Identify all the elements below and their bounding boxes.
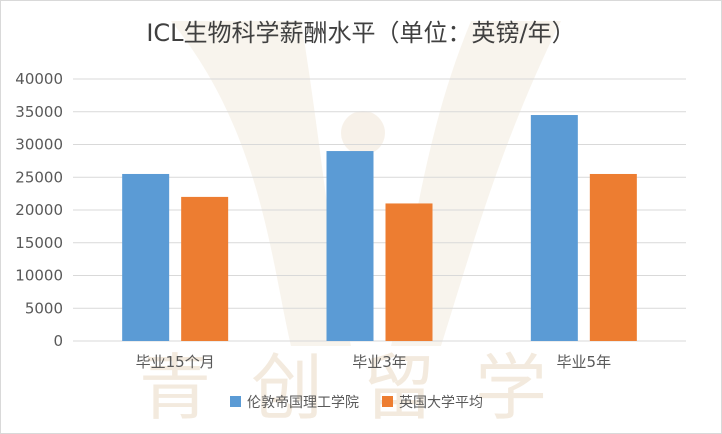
y-tick-label: 25000 (15, 168, 63, 186)
legend-swatch (382, 396, 393, 407)
y-tick-label: 20000 (15, 201, 63, 219)
watermark-logo-circle (341, 111, 385, 155)
y-axis-ticks: 0 5000 10000 15000 20000 25000 30000 35000 40000 (15, 70, 63, 350)
y-tick-label: 30000 (15, 136, 63, 154)
bar-uk-average (385, 203, 433, 341)
watermark: 青创留学 (139, 21, 587, 430)
gridlines (73, 78, 686, 342)
bar-imperial (122, 173, 170, 341)
bars (122, 115, 637, 342)
x-category-label: 毕业3年 (352, 353, 407, 371)
chart-title: ICL生物科学薪酬水平（单位：英镑/年） (146, 19, 575, 47)
y-tick-label: 35000 (15, 103, 63, 121)
x-category-label: 毕业5年 (557, 353, 612, 371)
legend: 伦敦帝国理工学院 英国大学平均 (230, 394, 483, 411)
x-axis-categories: 毕业15个月 毕业3年 毕业5年 (136, 353, 611, 371)
bar-imperial (326, 151, 374, 341)
y-tick-label: 0 (53, 332, 63, 350)
legend-swatch (230, 396, 241, 407)
watermark-text: 青创留学 (139, 346, 587, 430)
y-tick-label: 40000 (15, 70, 63, 88)
y-tick-label: 10000 (15, 267, 63, 285)
y-tick-label: 5000 (25, 299, 63, 317)
legend-label: 伦敦帝国理工学院 (247, 395, 359, 411)
legend-label: 英国大学平均 (399, 394, 483, 411)
bar-uk-average (181, 196, 229, 341)
x-category-label: 毕业15个月 (136, 353, 215, 371)
bar-imperial (530, 115, 578, 342)
y-tick-label: 15000 (15, 234, 63, 252)
bar-uk-average (589, 173, 637, 341)
watermark-logo (171, 21, 561, 346)
